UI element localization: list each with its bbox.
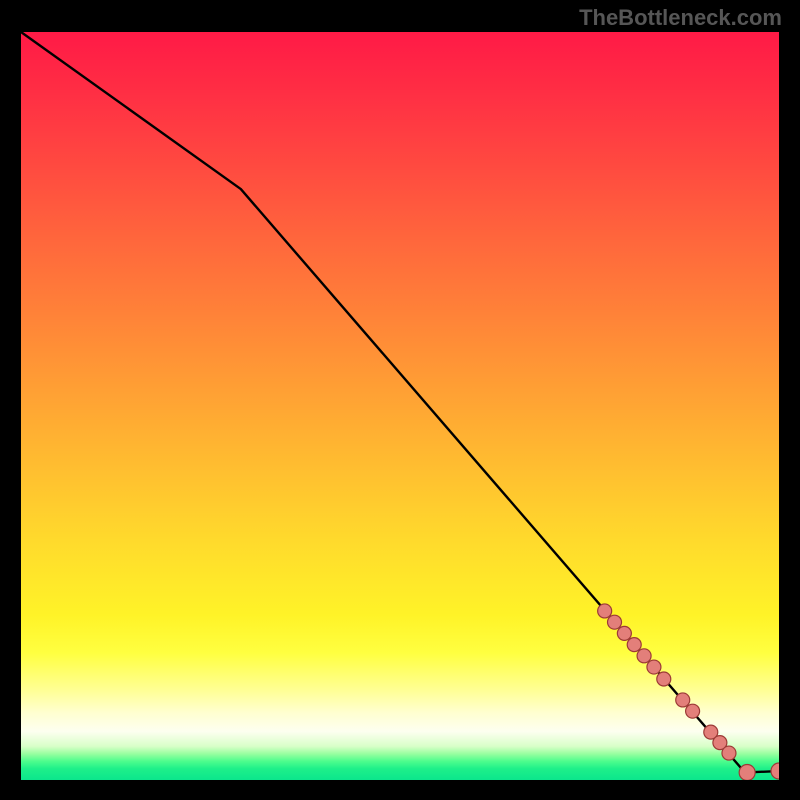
data-marker <box>617 626 631 640</box>
data-marker <box>647 660 661 674</box>
data-marker <box>608 615 622 629</box>
data-marker <box>686 704 700 718</box>
data-marker <box>627 638 641 652</box>
plot-area <box>21 32 779 780</box>
data-marker <box>722 746 736 760</box>
watermark-text: TheBottleneck.com <box>579 5 782 31</box>
data-marker <box>657 672 671 686</box>
gradient-background <box>21 32 779 780</box>
plot-svg <box>21 32 779 780</box>
data-marker <box>739 765 755 780</box>
data-marker <box>637 649 651 663</box>
chart-frame: TheBottleneck.com <box>0 0 800 800</box>
data-marker <box>676 693 690 707</box>
data-marker <box>598 604 612 618</box>
